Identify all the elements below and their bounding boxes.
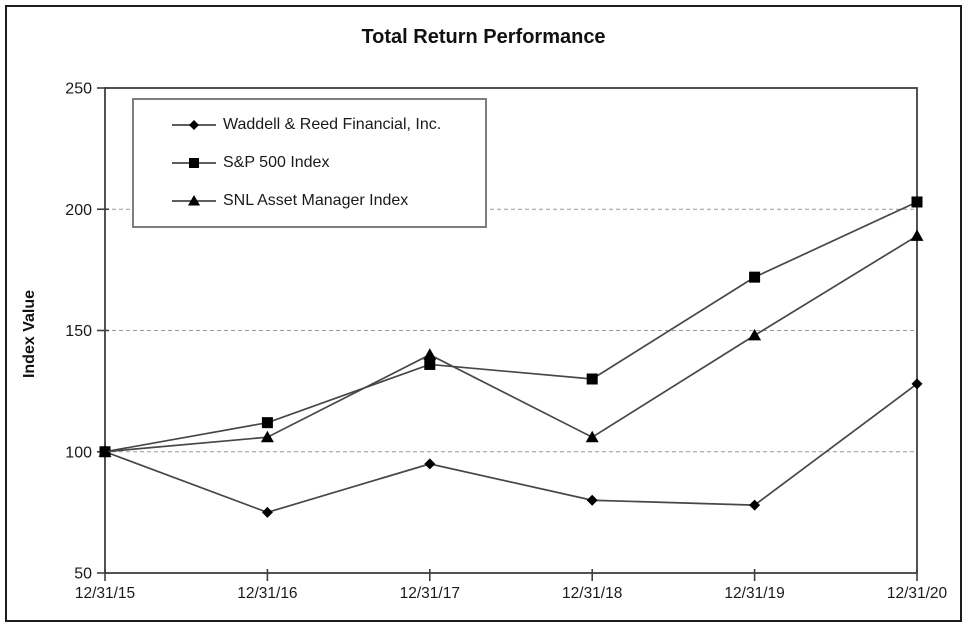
legend-label-2: SNL Asset Manager Index	[223, 192, 409, 209]
legend-item-1: S&P 500 Index	[172, 154, 479, 172]
gridlines	[105, 208, 917, 453]
marker-square	[911, 196, 923, 208]
series-triangle	[98, 229, 924, 457]
series-line-2	[104, 235, 918, 453]
x-tick-label-0: 12/31/15	[75, 585, 135, 602]
marker-triangle	[748, 328, 762, 341]
series-diamond	[99, 378, 923, 518]
legend-marker-diamond-icon	[172, 120, 216, 130]
marker-triangle	[188, 195, 200, 206]
y-tick-label-200: 200	[65, 202, 92, 219]
y-tick-label-150: 150	[65, 323, 92, 340]
x-tick-label-4: 12/31/19	[724, 585, 784, 602]
chart-title: Total Return Performance	[361, 26, 606, 48]
marker-triangle	[585, 430, 599, 443]
y-axis-ticks: 50 100 150 200 250	[65, 81, 109, 583]
x-tick-label-3: 12/31/18	[562, 585, 622, 602]
marker-triangle	[423, 348, 437, 360]
x-tick-label-1: 12/31/16	[237, 585, 297, 602]
legend-marker-square-icon	[172, 158, 216, 168]
x-tick-label-5: 12/31/20	[887, 585, 948, 602]
marker-square	[749, 271, 761, 283]
marker-diamond	[189, 120, 199, 130]
x-tick-label-2: 12/31/17	[400, 585, 460, 602]
y-tick-label-100: 100	[65, 444, 92, 461]
marker-diamond	[424, 458, 436, 470]
legend-item-2: SNL Asset Manager Index	[172, 192, 479, 210]
legend: Waddell & Reed Financial, Inc. S&P 500 In…	[132, 98, 487, 228]
marker-square	[189, 158, 199, 168]
x-axis-ticks: 12/31/15 12/31/16 12/31/17 12/31/18 12/31/19…	[75, 569, 948, 602]
marker-diamond	[261, 506, 273, 518]
legend-marker-triangle-icon	[172, 195, 216, 206]
legend-item-0: Waddell & Reed Financial, Inc.	[172, 116, 479, 134]
marker-square	[424, 358, 436, 370]
marker-triangle	[260, 430, 274, 443]
y-tick-label-250: 250	[65, 81, 92, 98]
series-line-1	[104, 201, 918, 453]
marker-diamond	[749, 499, 761, 511]
series-line-0	[104, 383, 918, 514]
marker-square	[586, 373, 598, 385]
legend-label-0: Waddell & Reed Financial, Inc.	[223, 116, 442, 133]
marker-triangle	[910, 229, 924, 241]
series-square	[99, 196, 923, 458]
legend-label-1: S&P 500 Index	[223, 154, 330, 171]
marker-diamond	[911, 378, 923, 390]
marker-diamond	[586, 494, 598, 506]
marker-triangle	[98, 445, 112, 457]
marker-square	[261, 417, 273, 429]
y-tick-label-50: 50	[74, 566, 92, 583]
